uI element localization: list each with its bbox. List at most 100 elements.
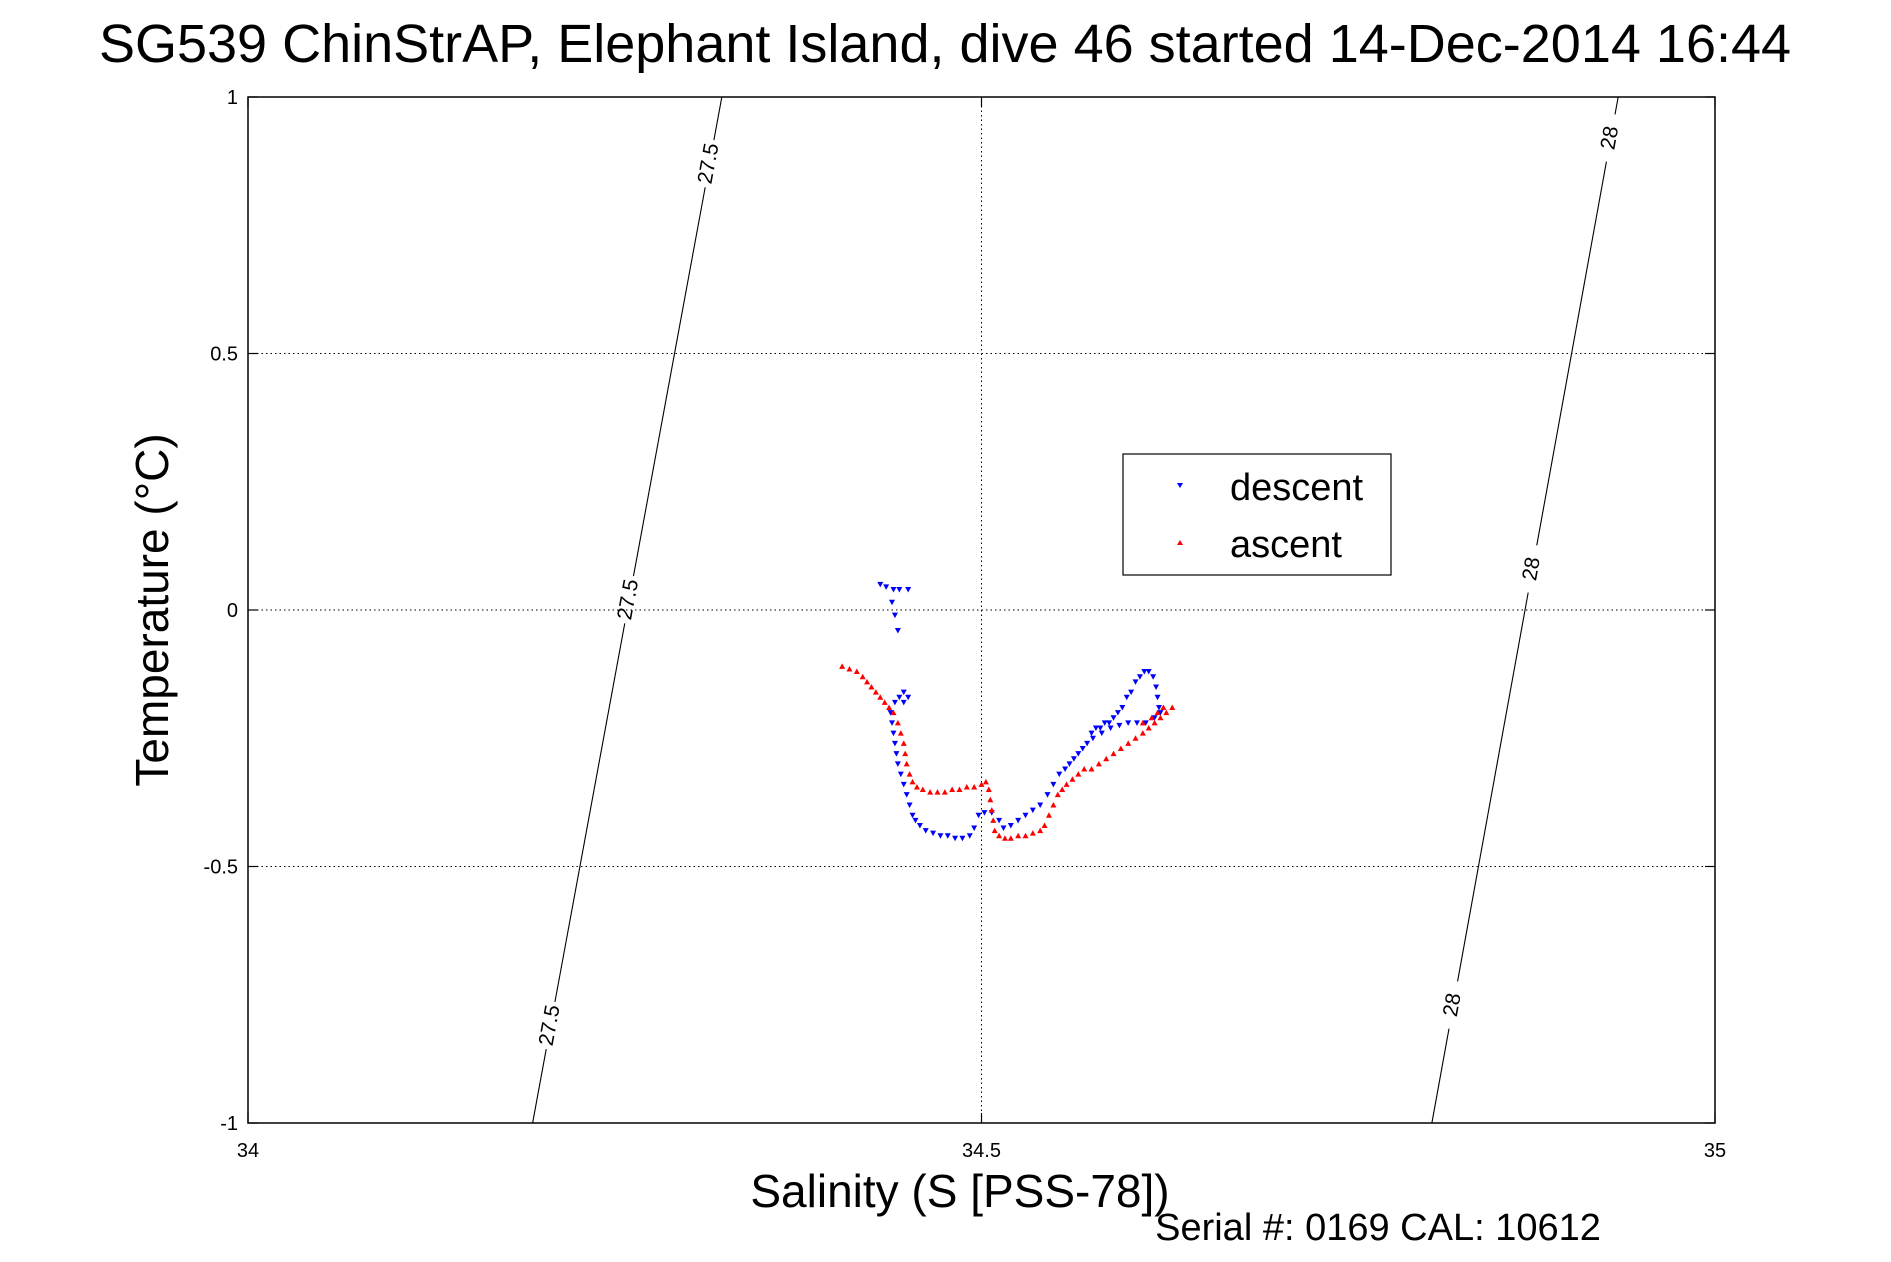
ascent-marker [927, 789, 934, 795]
descent-marker [944, 833, 951, 839]
ascent-marker [1015, 832, 1022, 839]
descent-marker [1141, 669, 1148, 675]
isopycnal-line-segment [554, 623, 626, 1003]
descent-marker [966, 833, 973, 839]
ascent-marker [1045, 812, 1052, 818]
descent-marker [900, 699, 907, 706]
x-tick-label: 35 [1704, 1140, 1726, 1162]
descent-marker [1107, 725, 1114, 731]
ascent-marker [1139, 730, 1146, 736]
serial-cal-note: Serial #: 0169 CAL: 10612 [1155, 1207, 1601, 1249]
descent-marker [1088, 730, 1095, 737]
data-markers [839, 581, 1176, 842]
isopycnal-line-segment [1457, 592, 1529, 982]
descent-marker [896, 694, 903, 701]
descent-marker [1062, 766, 1069, 773]
descent-marker [1145, 669, 1152, 675]
y-tick-label: 0 [227, 600, 238, 622]
ascent-marker [991, 827, 998, 834]
descent-marker [1114, 710, 1121, 716]
ascent-marker [1148, 714, 1155, 721]
x-tick-label: 34.5 [962, 1140, 1001, 1162]
ascent-marker [1088, 766, 1095, 772]
ascent-marker [859, 673, 866, 680]
descent-marker [1116, 722, 1123, 729]
isopycnal-line-segment [532, 1049, 547, 1124]
descent-marker [1089, 735, 1096, 742]
descent-marker [912, 817, 919, 824]
y-axis-label: Temperature (°C) [126, 433, 178, 786]
ascent-marker [1110, 750, 1117, 757]
descent-marker [889, 599, 896, 606]
descent-marker [900, 781, 907, 788]
descent-marker [975, 812, 982, 819]
descent-marker [1157, 710, 1164, 716]
ascent-marker [853, 668, 860, 675]
ascent-marker [1132, 735, 1139, 741]
y-tick-label: -1 [220, 1113, 238, 1135]
ascent-marker [1081, 766, 1088, 772]
descent-marker [1050, 781, 1057, 788]
ascent-marker [909, 778, 916, 785]
descent-marker [1007, 822, 1014, 829]
descent-marker [1154, 694, 1161, 701]
ascent-marker [990, 817, 997, 823]
ascent-marker [886, 704, 893, 710]
ascent-marker [1160, 704, 1167, 710]
descent-marker [1092, 725, 1099, 731]
ascent-marker [1007, 835, 1014, 841]
descent-marker [891, 699, 898, 706]
descent-marker [1029, 807, 1036, 814]
descent-marker [1015, 817, 1022, 824]
ascent-marker [956, 786, 963, 793]
descent-marker [905, 694, 912, 701]
legend: descent ascent [1122, 453, 1392, 576]
legend-ascent-marker [1177, 540, 1183, 545]
ascent-marker [1117, 745, 1124, 752]
descent-marker [1098, 730, 1105, 737]
descent-marker [981, 810, 988, 816]
ascent-marker [1139, 719, 1146, 726]
isopycnal-line-segment [1431, 1028, 1450, 1124]
legend-descent-label: descent [1230, 467, 1364, 509]
descent-marker [887, 710, 894, 716]
descent-marker [1070, 756, 1077, 762]
descent-marker [889, 720, 896, 726]
ascent-marker [1054, 791, 1061, 798]
ascent-marker [963, 783, 970, 790]
x-axis-label: Salinity (S [PSS-78]) [750, 1165, 1169, 1217]
descent-marker [1110, 715, 1117, 721]
isopycnal-label: 28 [1596, 124, 1623, 151]
ascent-marker [1029, 830, 1036, 836]
legend-descent-marker [1177, 483, 1183, 488]
ascent-marker [839, 663, 846, 669]
isopycnal-line-segment [632, 187, 706, 577]
ascent-marker [985, 786, 992, 793]
descent-marker [1151, 715, 1158, 721]
descent-marker [909, 812, 916, 819]
descent-marker [891, 612, 898, 619]
descent-marker [1022, 812, 1029, 819]
descent-marker [1125, 720, 1132, 726]
descent-marker [905, 586, 912, 593]
legend-box [1122, 453, 1392, 576]
descent-marker [952, 835, 959, 842]
ascent-marker [1069, 776, 1076, 782]
y-tick-label: 1 [227, 87, 238, 109]
descent-marker [903, 792, 910, 798]
ascent-marker [1145, 724, 1152, 731]
descent-marker [1106, 720, 1113, 726]
ascent-marker [890, 709, 897, 716]
ascent-marker [1103, 755, 1110, 762]
descent-marker [1128, 689, 1135, 696]
descent-marker [896, 586, 903, 593]
ascent-marker [1059, 786, 1066, 793]
descent-marker [1150, 674, 1157, 680]
descent-marker [1123, 694, 1130, 701]
isopycnal-line-segment [713, 96, 723, 141]
descent-marker [1079, 746, 1086, 752]
ascent-marker [1050, 801, 1057, 808]
descent-marker [1075, 751, 1082, 757]
legend-ascent-label: ascent [1230, 524, 1342, 566]
